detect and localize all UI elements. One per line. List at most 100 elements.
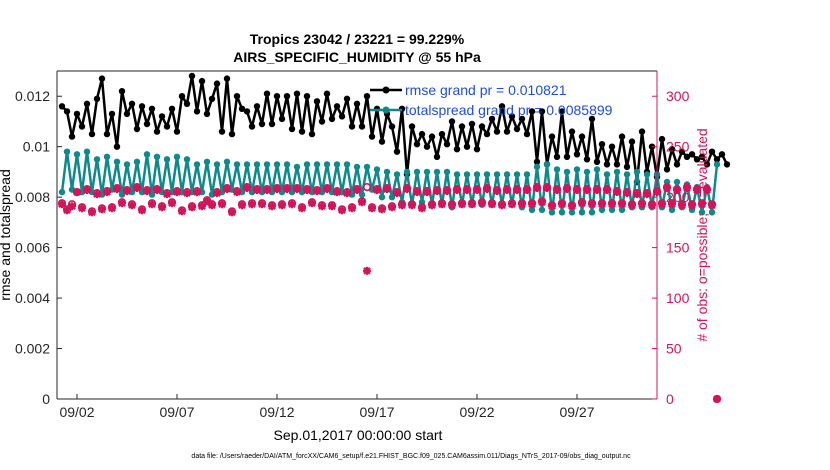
totalspread-point: [523, 171, 531, 178]
rmse-point: [228, 130, 236, 138]
obs-evaluated-point: [138, 206, 146, 215]
obs-evaluated-point: [68, 202, 76, 211]
totalspread-point: [493, 171, 501, 178]
obs-evaluated-point: [148, 200, 156, 209]
obs-evaluated-point-stroke: [698, 200, 706, 208]
totalspread-point: [393, 171, 401, 178]
totalspread-point: [243, 161, 251, 168]
obs-evaluated-point: [558, 200, 566, 209]
obs-evaluated-point-stroke: [248, 200, 256, 208]
obs-evaluated-point-stroke: [73, 188, 81, 196]
y-left-tick-label: 0.004: [15, 290, 50, 306]
obs-evaluated-point: [638, 200, 646, 209]
chart-subtitle: AIRS_SPECIFIC_HUMIDITY @ 55 hPa: [233, 49, 481, 65]
rmse-point: [203, 110, 211, 118]
obs-evaluated-point: [273, 185, 281, 194]
obs-evaluated-point-stroke: [263, 186, 271, 194]
obs-evaluated-point: [533, 184, 541, 193]
rmse-point: [413, 141, 421, 148]
obs-evaluated-point-stroke: [238, 201, 246, 210]
y-right-tick-label: 0: [666, 391, 674, 407]
obs-evaluated-point: [58, 200, 66, 209]
totalspread-point: [608, 206, 616, 213]
obs-evaluated-point: [503, 186, 511, 195]
obs-evaluated-point: [328, 202, 336, 211]
obs-evaluated-point-stroke: [138, 206, 146, 215]
obs-evaluated-point-stroke: [538, 198, 546, 206]
obs-evaluated-point-stroke: [273, 185, 281, 193]
totalspread-point: [213, 161, 221, 168]
obs-evaluated-point: [548, 202, 556, 211]
obs-evaluated-point-stroke: [158, 203, 166, 212]
obs-evaluated-point-stroke: [493, 187, 501, 195]
x-tick-label: 09/12: [259, 404, 294, 420]
totalspread-point: [528, 206, 536, 213]
obs-evaluated-point: [623, 189, 631, 198]
footer-data-file: data file: /Users/raeder/DAI/ATM_forcXX/…: [191, 453, 631, 460]
totalspread-point: [673, 178, 681, 186]
rmse-point: [93, 95, 101, 103]
totalspread-point: [223, 158, 231, 165]
rmse-point: [143, 120, 151, 128]
rmse-point: [708, 148, 716, 155]
x-tick-label: 09/22: [459, 404, 494, 420]
obs-evaluated-point: [248, 200, 256, 209]
rmse-point: [443, 141, 451, 148]
totalspread-point: [583, 168, 591, 176]
obs-evaluated-point-stroke: [93, 190, 101, 198]
obs-evaluated-point: [528, 200, 536, 209]
obs-evaluated-point-stroke: [473, 186, 481, 194]
totalspread-point: [698, 209, 706, 216]
totalspread-point: [633, 168, 641, 176]
obs-evaluated-point: [118, 199, 126, 208]
obs-evaluated-point: [438, 200, 446, 209]
totalspread-point: [373, 166, 381, 173]
totalspread-point: [233, 161, 241, 168]
obs-evaluated-point-stroke: [288, 200, 296, 208]
rmse-point: [703, 161, 711, 168]
obs-evaluated-point: [113, 185, 121, 194]
rmse-point: [198, 77, 206, 85]
totalspread-point: [573, 166, 581, 173]
obs-evaluated-point: [603, 186, 611, 195]
obs-evaluated-point: [458, 200, 466, 209]
totalspread-point: [623, 171, 631, 178]
obs-evaluated-point: [358, 198, 366, 207]
obs-evaluated-point-stroke: [133, 184, 141, 192]
totalspread-point: [83, 148, 91, 155]
rmse-point: [128, 100, 136, 108]
rmse-point: [683, 153, 691, 160]
obs-evaluated-point: [93, 190, 101, 199]
rmse-point: [433, 153, 441, 160]
y-right-tick-label: 250: [666, 139, 690, 155]
y-right-tick-label: 50: [666, 341, 682, 357]
obs-evaluated-point-stroke: [528, 200, 536, 208]
obs-evaluated-point-stroke: [178, 207, 186, 216]
totalspread-point: [558, 209, 566, 216]
obs-evaluated-point-stroke: [228, 208, 236, 217]
totalspread-point: [533, 163, 541, 171]
obs-evaluated-point: [243, 184, 251, 193]
obs-evaluated-point: [278, 201, 286, 210]
rmse-point: [293, 90, 301, 97]
obs-evaluated-point: [238, 201, 246, 210]
rmse-point: [698, 153, 706, 160]
totalspread-point: [113, 158, 121, 165]
obs-evaluated-point-stroke: [208, 201, 216, 210]
rmse-point: [83, 100, 91, 108]
obs-evaluated-point-stroke: [88, 208, 96, 217]
rmse-point: [468, 120, 476, 128]
y-left-tick-label: 0.008: [15, 189, 50, 205]
obs-evaluated-point: [78, 204, 86, 213]
rmse-point: [408, 123, 416, 130]
obs-evaluated-point-stroke: [683, 184, 691, 192]
obs-evaluated-point: [568, 202, 576, 211]
y-axis-right-label: # of obs: o=possible; ∗=evaluated: [694, 128, 710, 341]
obs-evaluated-point: [268, 202, 276, 211]
rmse-point: [418, 130, 426, 138]
obs-evaluated-point: [378, 205, 386, 214]
y-right-tick-label: 200: [666, 189, 690, 205]
totalspread-point: [163, 156, 171, 163]
rmse-point: [453, 146, 461, 153]
obs-evaluated-point: [343, 189, 351, 198]
